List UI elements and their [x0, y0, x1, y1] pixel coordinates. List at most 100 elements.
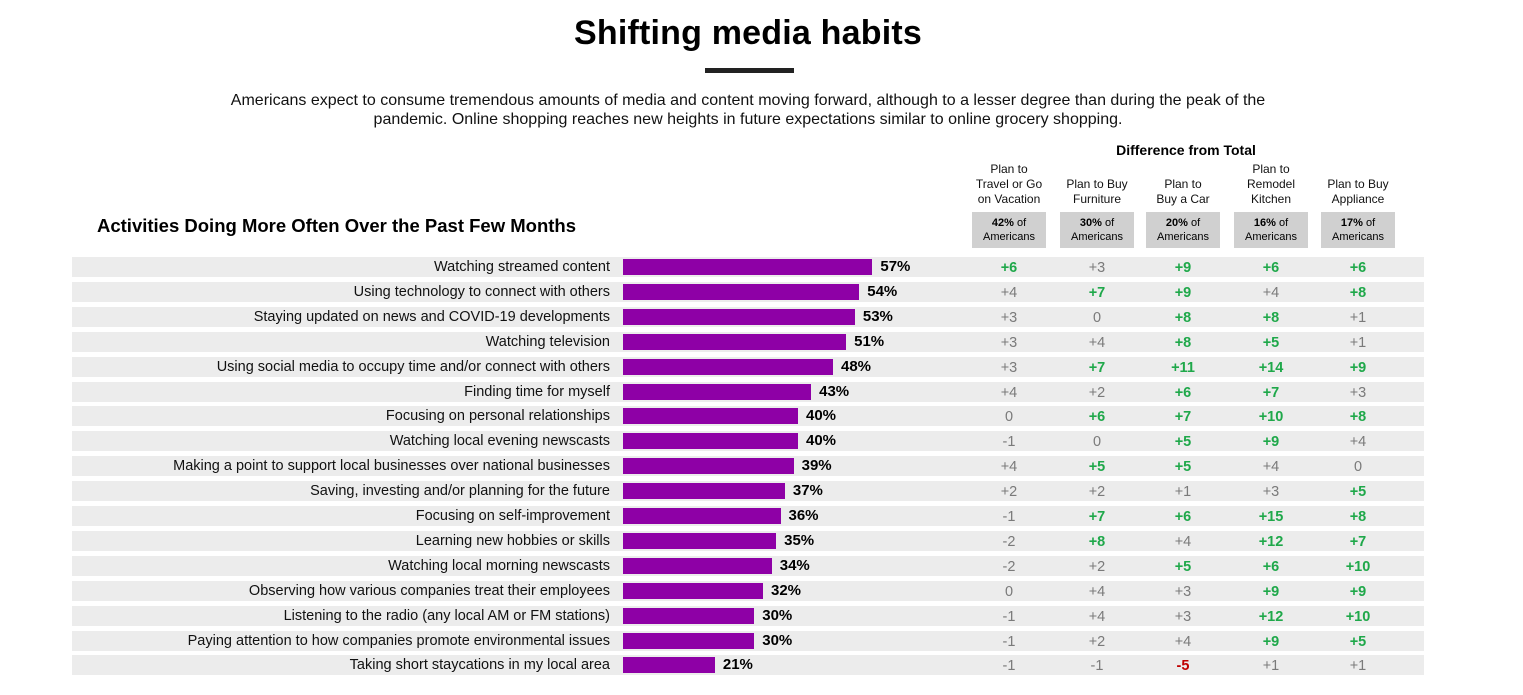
difference-value: +8	[1262, 309, 1280, 326]
bar-value-label: 54%	[867, 282, 898, 300]
bar-value-label: 21%	[722, 656, 753, 674]
difference-value: +7	[1349, 533, 1367, 550]
column-header: Plan to Buy a Car	[1140, 150, 1226, 207]
category-label: Watching local evening newscasts	[389, 433, 610, 450]
difference-value: +4	[1000, 459, 1018, 476]
bar-value-label: 43%	[819, 382, 850, 400]
difference-value: +6	[1262, 558, 1280, 575]
difference-value: +5	[1174, 558, 1192, 575]
difference-value: +7	[1088, 509, 1106, 525]
difference-value: +3	[1349, 384, 1367, 401]
column-header-line: Plan to	[990, 162, 1028, 176]
table-row: Watching local morning newscasts 34% -2 +2 +…	[72, 555, 1424, 576]
table-row: Making a point to support local business…	[72, 456, 1424, 477]
column-header-line: Buy a Car	[1156, 192, 1210, 206]
difference-value: +8	[1349, 409, 1367, 426]
column-header-line: Plan to Buy	[1327, 177, 1389, 191]
bar-value-label: 57%	[880, 258, 911, 275]
difference-value: 0	[1092, 309, 1102, 326]
difference-value: -2	[1002, 533, 1016, 550]
difference-value: +4	[1349, 434, 1367, 451]
table-row: Using technology to connect with others 5…	[72, 281, 1424, 302]
difference-value: -1	[1090, 658, 1104, 675]
difference-value: +2	[1088, 484, 1106, 501]
difference-value: 0	[1004, 583, 1014, 600]
difference-value: +1	[1174, 484, 1192, 501]
column-header-label: Plan to Buy a Car	[1140, 177, 1226, 207]
column-header-line: on Vacation	[977, 192, 1041, 206]
share-of-americans-box: 17% of Americans	[1321, 212, 1395, 248]
table-row: Taking short staycations in my local are…	[72, 655, 1424, 676]
bar	[623, 557, 772, 574]
column-header-line: Remodel	[1246, 177, 1296, 191]
share-of-americans-box: 16% of Americans	[1234, 212, 1308, 248]
difference-value: +3	[1088, 260, 1106, 276]
column-header-line: Travel or Go	[975, 177, 1043, 191]
bar-value-label: 36%	[788, 507, 819, 524]
share-unit: Americans	[983, 231, 1035, 243]
bar-value-label: 34%	[779, 556, 810, 574]
difference-value: +5	[1174, 434, 1192, 451]
bar	[623, 433, 798, 450]
bar	[623, 582, 763, 599]
table-row: Learning new hobbies or skills 35% -2 +8 +4 +…	[72, 530, 1424, 551]
bar-value-label: 32%	[771, 581, 802, 599]
difference-value: +3	[1000, 359, 1018, 376]
bar	[623, 259, 873, 275]
difference-value: +10	[1345, 608, 1371, 625]
category-label: Learning new hobbies or skills	[415, 532, 610, 549]
difference-value: +2	[1088, 384, 1106, 401]
difference-value: +10	[1345, 558, 1371, 575]
bar-value-label: 51%	[854, 332, 885, 350]
column-header: Plan to Travel or Go on Vacation	[966, 150, 1052, 207]
category-label: Making a point to support local business…	[173, 458, 610, 475]
bar	[623, 358, 833, 375]
share-unit: Americans	[1071, 231, 1123, 243]
bar-value-label: 30%	[762, 606, 793, 624]
difference-value: +9	[1262, 633, 1280, 650]
category-label: Observing how various companies treat th…	[248, 582, 610, 599]
table-row: Paying attention to how companies promot…	[72, 630, 1424, 651]
difference-title: Difference from Total	[1116, 142, 1256, 158]
column-header-label: Plan to Travel or Go on Vacation	[966, 162, 1052, 207]
title-divider	[705, 68, 794, 73]
difference-value: +5	[1349, 484, 1367, 501]
bar	[623, 607, 755, 624]
column-header-line: Furniture	[1072, 192, 1122, 206]
bar	[623, 283, 860, 300]
column-header: Plan to Remodel Kitchen	[1228, 150, 1314, 207]
difference-value: +9	[1174, 260, 1192, 276]
bar-value-label: 39%	[801, 457, 832, 475]
section-title: Activities Doing More Often Over the Pas…	[97, 215, 577, 236]
column-header-line: Plan to	[1164, 177, 1202, 191]
difference-value: +3	[1174, 608, 1192, 625]
table-row: Focusing on personal relationships 40% 0 +6…	[72, 406, 1424, 427]
difference-value: +4	[1088, 608, 1106, 625]
category-label: Watching local morning newscasts	[388, 557, 610, 574]
bar	[623, 308, 855, 325]
category-label: Using technology to connect with others	[353, 283, 610, 300]
difference-value: +6	[1174, 509, 1192, 525]
column-header: Plan to Buy Appliance	[1315, 150, 1401, 207]
bar-value-label: 48%	[841, 357, 872, 375]
difference-value: +6	[1174, 384, 1192, 401]
table-row: Staying updated on news and COVID-19 dev…	[72, 306, 1424, 327]
category-label: Using social media to occupy time and/or…	[216, 358, 610, 375]
category-label: Watching television	[485, 333, 610, 350]
bar	[623, 408, 798, 425]
difference-value: +4	[1262, 284, 1280, 301]
difference-value: +3	[1000, 309, 1018, 326]
table-row: Watching local evening newscasts 40% -1 0 +5…	[72, 431, 1424, 452]
difference-value: +8	[1088, 533, 1106, 550]
column-header-label: Plan to Buy Appliance	[1315, 177, 1401, 207]
difference-value: +4	[1000, 384, 1018, 401]
share-value: 16% of	[1253, 217, 1289, 229]
difference-value: +6	[1000, 260, 1018, 276]
difference-value: +9	[1262, 434, 1280, 451]
difference-value: +3	[1262, 484, 1280, 501]
difference-value: +9	[1349, 359, 1367, 376]
bar	[623, 508, 781, 524]
difference-value: -1	[1002, 658, 1016, 675]
bar-value-label: 35%	[784, 531, 815, 549]
category-label: Watching streamed content	[434, 259, 610, 275]
